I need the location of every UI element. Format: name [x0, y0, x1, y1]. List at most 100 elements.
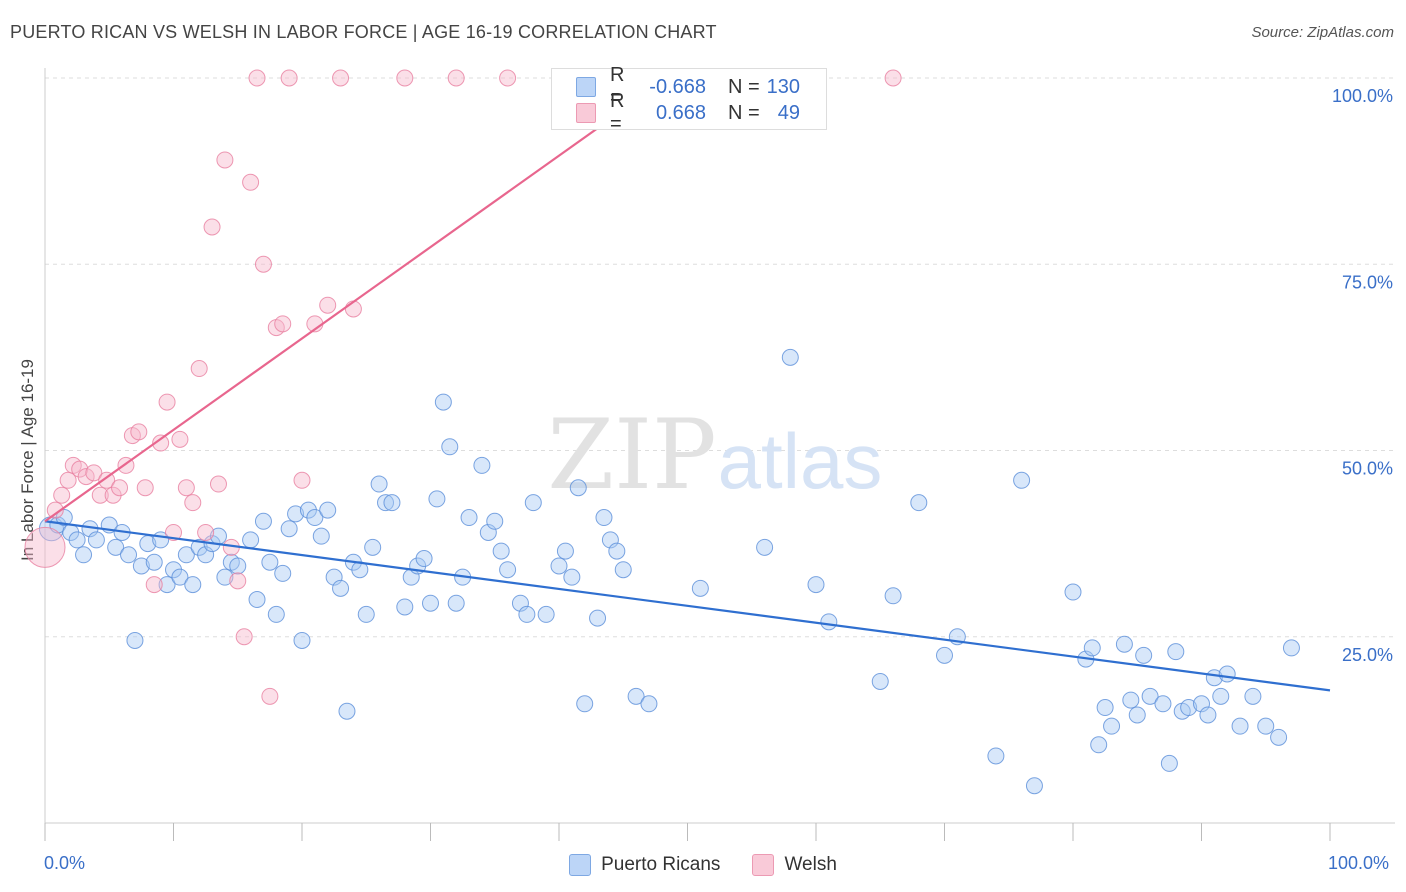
puerto-rican-point [691, 579, 709, 597]
welsh-point [499, 69, 517, 87]
puerto-rican-point [1115, 635, 1133, 653]
welsh-point [177, 479, 195, 497]
puerto-rican-point [171, 568, 189, 586]
puerto-rican-point [158, 576, 176, 594]
puerto-rican-point [871, 672, 889, 690]
welsh-point [293, 471, 311, 489]
puerto-rican-point [1244, 687, 1262, 705]
puerto-rican-point [248, 591, 266, 608]
welsh-point [248, 69, 266, 87]
chart-title: PUERTO RICAN VS WELSH IN LABOR FORCE | A… [10, 22, 717, 42]
welsh-point [396, 69, 414, 87]
puerto-rican-point [1199, 706, 1217, 724]
puerto-rican-point [569, 479, 587, 497]
puerto-rican-point [910, 494, 928, 512]
welsh-point [59, 471, 77, 489]
puerto-rican-point [274, 564, 292, 582]
welsh-point [216, 151, 234, 169]
puerto-rican-point [447, 594, 465, 612]
legend-r-value: -0.668 [649, 75, 706, 98]
puerto-rican-point [492, 542, 510, 560]
puerto-rican-point [1218, 665, 1236, 683]
puerto-rican-point [287, 505, 305, 523]
puerto-rican-point [563, 568, 581, 586]
legend-row-welsh: R = 0.668 N = 49 [576, 90, 800, 135]
puerto-rican-point [1282, 639, 1300, 657]
puerto-rican-point [1122, 691, 1140, 709]
puerto-rican-point [987, 747, 1005, 765]
puerto-rican-point [428, 490, 446, 508]
welsh-point [77, 468, 95, 486]
puerto-rican-point [884, 587, 902, 605]
welsh-point [261, 687, 279, 705]
x-tick-label-max: 100.0% [1328, 853, 1390, 873]
puerto-rican-point [1257, 717, 1275, 735]
puerto-rican-point [184, 576, 202, 594]
puerto-rican-point [1013, 471, 1031, 489]
puerto-rican-point [120, 546, 138, 564]
puerto-rican-point [87, 531, 105, 549]
puerto-rican-point [595, 509, 613, 527]
x-tick-label-min: 0.0% [44, 853, 86, 873]
puerto-rican-point [254, 512, 272, 530]
puerto-rican-point [1141, 687, 1159, 705]
puerto-rican-point [473, 456, 491, 474]
puerto-rican-point [338, 702, 356, 720]
puerto-rican-point [1160, 754, 1178, 772]
puerto-rican-point [1154, 695, 1172, 713]
puerto-rican-point [280, 520, 298, 538]
watermark: ZIP atlas [547, 399, 882, 511]
puerto-rican-point [550, 557, 568, 575]
welsh-point [91, 486, 109, 504]
welsh-point [344, 300, 362, 318]
welsh-point [145, 576, 163, 594]
legend-label-welsh: Welsh [784, 854, 837, 875]
puerto-rican-point [370, 475, 388, 493]
welsh-point [319, 296, 337, 314]
source-label: Source: ZipAtlas.com [1251, 24, 1394, 41]
puerto-rican-point [441, 438, 459, 456]
legend-item-welsh[interactable]: Welsh [752, 854, 837, 876]
puerto-rican-point [216, 568, 234, 586]
welsh-point [274, 315, 292, 333]
legend-r-label: R = [610, 90, 625, 135]
y-tick-label: 100.0% [1332, 86, 1393, 106]
puerto-rican-point [132, 557, 150, 575]
puerto-rican-point [589, 609, 607, 627]
welsh-point [332, 69, 350, 87]
series-legend: Puerto Ricans Welsh [0, 852, 1406, 878]
puerto-rican-point [267, 605, 285, 623]
puerto-rican-point [68, 531, 86, 549]
puerto-rican-point [820, 613, 838, 631]
welsh-point [171, 430, 189, 448]
puerto-rican-point [1128, 706, 1146, 724]
puerto-rican-point [364, 538, 382, 556]
y-tick-label: 75.0% [1342, 272, 1393, 292]
legend-swatch-welsh [576, 103, 596, 123]
puerto-rican-point [627, 687, 645, 705]
puerto-rican-point [640, 695, 658, 713]
legend-item-puerto-ricans[interactable]: Puerto Ricans [569, 854, 720, 876]
welsh-point [254, 255, 272, 273]
legend-swatch-puerto-ricans [576, 77, 596, 97]
welsh-point [85, 464, 103, 482]
puerto-rican-point [499, 561, 517, 579]
legend-r-value: 0.668 [655, 101, 706, 124]
puerto-rican-point [1083, 639, 1101, 657]
legend-label-puerto-ricans: Puerto Ricans [601, 854, 721, 875]
welsh-point [165, 523, 182, 541]
correlation-legend: R = -0.668 N = 130 R = 0.668 N = 49 [551, 64, 827, 135]
puerto-rican-point [177, 546, 195, 564]
welsh-point [235, 628, 253, 646]
puerto-rican-point [107, 538, 125, 556]
puerto-rican-point [357, 605, 375, 623]
puerto-rican-point [377, 494, 395, 512]
puerto-rican-point [1096, 699, 1114, 717]
welsh-point [203, 218, 221, 236]
legend-n-value: 49 [777, 101, 800, 124]
legend-swatch-puerto-ricans [569, 854, 592, 876]
welsh-point [242, 173, 260, 191]
puerto-rican-point [1212, 687, 1230, 705]
puerto-rican-point [524, 494, 542, 512]
welsh-point [190, 360, 208, 378]
